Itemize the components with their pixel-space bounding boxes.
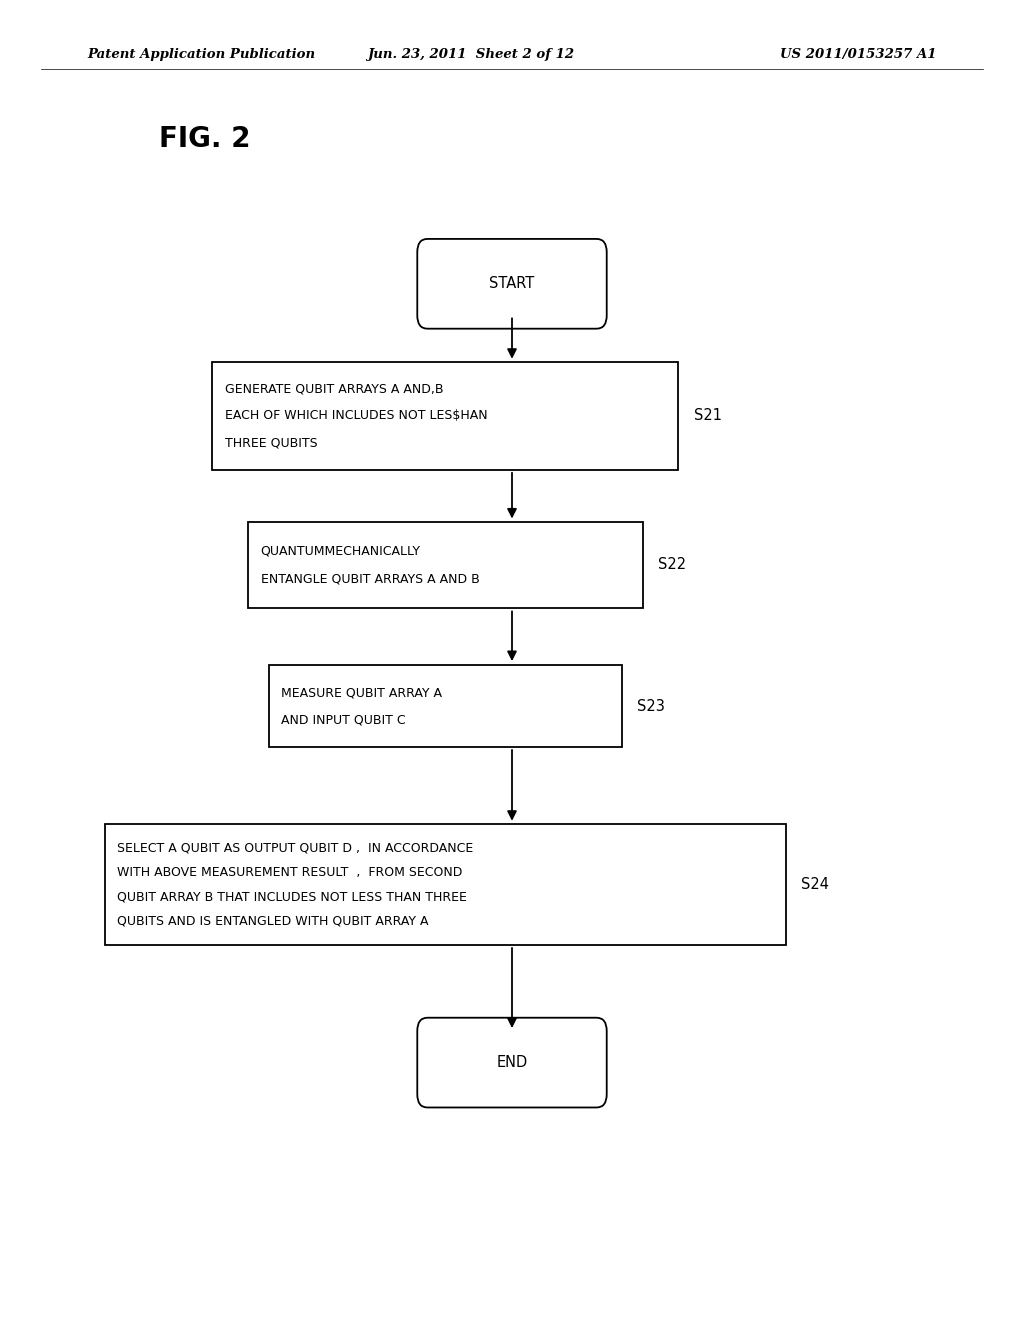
Text: Jun. 23, 2011  Sheet 2 of 12: Jun. 23, 2011 Sheet 2 of 12 bbox=[368, 48, 574, 61]
Text: ENTANGLE QUBIT ARRAYS A AND B: ENTANGLE QUBIT ARRAYS A AND B bbox=[260, 573, 479, 586]
Text: END: END bbox=[497, 1055, 527, 1071]
Text: QUBITS AND IS ENTANGLED WITH QUBIT ARRAY A: QUBITS AND IS ENTANGLED WITH QUBIT ARRAY… bbox=[117, 915, 429, 928]
Text: WITH ABOVE MEASUREMENT RESULT  ,  FROM SECOND: WITH ABOVE MEASUREMENT RESULT , FROM SEC… bbox=[117, 866, 463, 879]
Text: S22: S22 bbox=[657, 557, 686, 573]
FancyBboxPatch shape bbox=[418, 239, 606, 329]
Text: GENERATE QUBIT ARRAYS A AND,B: GENERATE QUBIT ARRAYS A AND,B bbox=[225, 383, 443, 395]
FancyBboxPatch shape bbox=[104, 824, 786, 945]
Text: S21: S21 bbox=[694, 408, 722, 424]
Text: START: START bbox=[489, 276, 535, 292]
Text: EACH OF WHICH INCLUDES NOT LES$HAN: EACH OF WHICH INCLUDES NOT LES$HAN bbox=[225, 409, 487, 422]
FancyBboxPatch shape bbox=[418, 1018, 606, 1107]
Text: S23: S23 bbox=[637, 698, 666, 714]
Text: THREE QUBITS: THREE QUBITS bbox=[225, 437, 317, 449]
Text: S24: S24 bbox=[802, 876, 829, 892]
Text: AND INPUT QUBIT C: AND INPUT QUBIT C bbox=[281, 713, 406, 726]
FancyBboxPatch shape bbox=[213, 362, 678, 470]
FancyBboxPatch shape bbox=[248, 521, 643, 607]
FancyBboxPatch shape bbox=[268, 665, 622, 747]
Text: FIG. 2: FIG. 2 bbox=[159, 124, 250, 153]
Text: SELECT A QUBIT AS OUTPUT QUBIT D ,  IN ACCORDANCE: SELECT A QUBIT AS OUTPUT QUBIT D , IN AC… bbox=[117, 841, 473, 854]
Text: QUBIT ARRAY B THAT INCLUDES NOT LESS THAN THREE: QUBIT ARRAY B THAT INCLUDES NOT LESS THA… bbox=[117, 890, 467, 903]
Text: QUANTUMMECHANICALLY: QUANTUMMECHANICALLY bbox=[260, 544, 421, 557]
Text: MEASURE QUBIT ARRAY A: MEASURE QUBIT ARRAY A bbox=[281, 686, 442, 700]
Text: Patent Application Publication: Patent Application Publication bbox=[87, 48, 315, 61]
Text: US 2011/0153257 A1: US 2011/0153257 A1 bbox=[780, 48, 937, 61]
